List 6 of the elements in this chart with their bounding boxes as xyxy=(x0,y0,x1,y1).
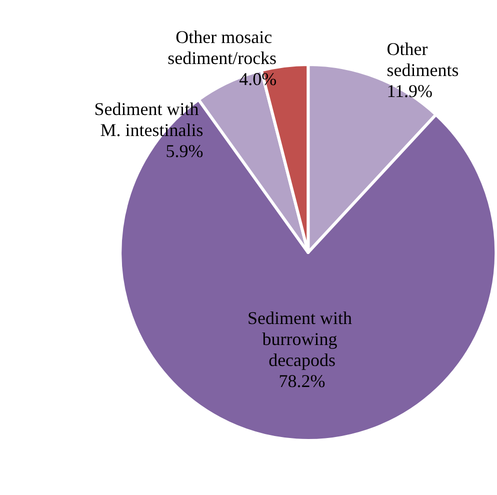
slice-label: Other mosaic sediment/rocks xyxy=(168,26,277,68)
data-label: 78.2% xyxy=(278,370,326,391)
slice-label: Sediment with burrowing decapods xyxy=(248,308,357,370)
slice-label: Other sediments xyxy=(386,38,459,80)
data-label: 5.9% xyxy=(166,140,204,161)
data-label: 11.9% xyxy=(386,80,433,101)
